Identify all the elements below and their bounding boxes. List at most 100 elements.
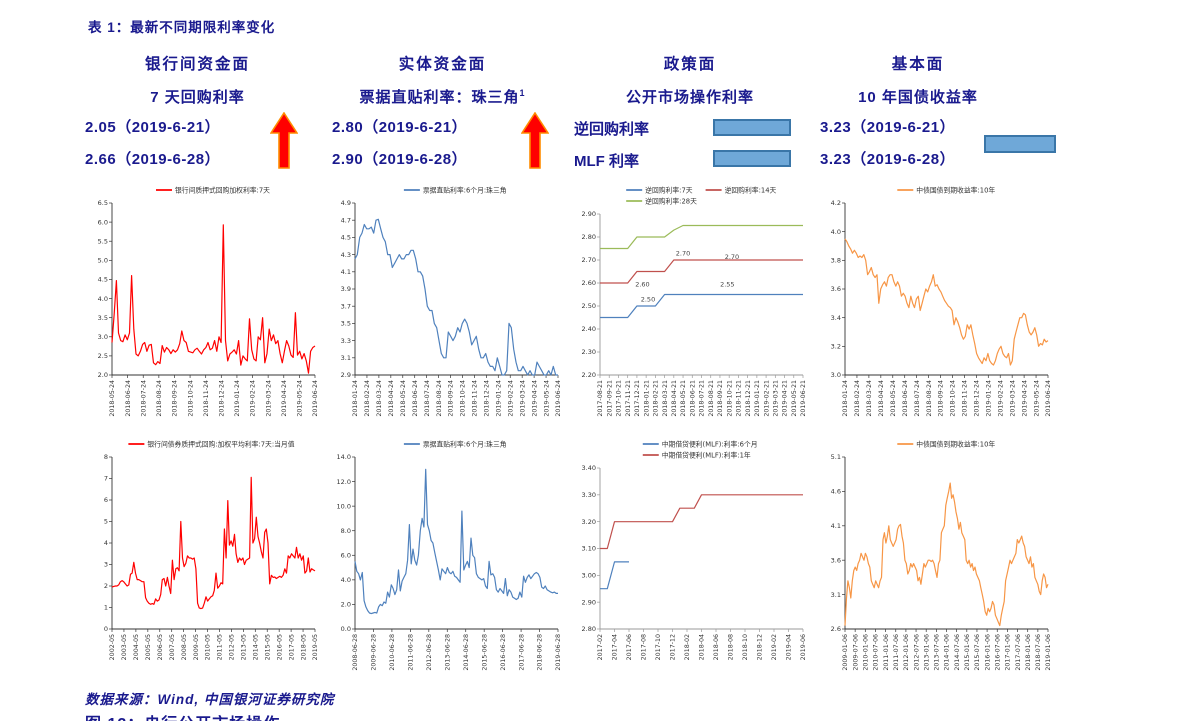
svg-text:2018-12: 2018-12 [757,634,764,660]
svg-text:中债国债到期收益率:10年: 中债国债到期收益率:10年 [916,439,995,448]
svg-text:2018-10-21: 2018-10-21 [726,380,733,417]
svg-text:2.80: 2.80 [582,233,596,241]
svg-text:2008-05: 2008-05 [181,634,188,660]
svg-text:2017-07-06: 2017-07-06 [1015,634,1022,671]
svg-text:2017-09-21: 2017-09-21 [606,380,613,417]
svg-text:2011-07-06: 2011-07-06 [893,634,900,671]
svg-text:2018-10-24: 2018-10-24 [950,380,957,417]
svg-text:2.70: 2.70 [725,253,739,261]
svg-text:2019-04-24: 2019-04-24 [531,380,538,417]
svg-text:2.70: 2.70 [676,249,690,257]
svg-text:2010-06-28: 2010-06-28 [389,634,396,671]
svg-text:2017-11-21: 2017-11-21 [625,380,632,417]
svg-text:2019-03-24: 2019-03-24 [265,380,272,417]
svg-text:2019-01-06: 2019-01-06 [1045,634,1052,671]
svg-text:2018-08-24: 2018-08-24 [436,380,443,417]
chart-mlf-rates: 2.80 2.90 3.00 3.10 3.20 3.30 3.40 2017-02 2017-… [582,439,808,660]
svg-text:2017-10-21: 2017-10-21 [616,380,623,417]
svg-text:2014-07-06: 2014-07-06 [954,634,961,671]
svg-text:2009-07-06: 2009-07-06 [852,634,859,671]
svg-text:3.8: 3.8 [831,257,841,265]
col4-value-row2: 3.23（2019-6-28） [820,151,956,168]
svg-text:2014-01-06: 2014-01-06 [944,634,951,671]
svg-text:2015-06-28: 2015-06-28 [481,634,488,671]
svg-text:2010-05: 2010-05 [205,634,212,660]
svg-text:2.20: 2.20 [582,371,596,379]
chart-interbank-repo-history: 0 1 2 3 4 5 6 7 8 2002-05 2003-05 2004-05 2005-05 200… [104,439,319,660]
svg-text:2017-02: 2017-02 [597,634,604,660]
svg-text:3.6: 3.6 [831,556,841,564]
svg-text:2018-08-24: 2018-08-24 [156,380,163,417]
svg-text:3.0: 3.0 [831,371,841,379]
svg-text:中期借贷便利(MLF):利率:6个月: 中期借贷便利(MLF):利率:6个月 [662,439,758,448]
svg-text:2018-06-28: 2018-06-28 [537,634,544,671]
svg-text:4.0: 4.0 [341,576,351,584]
flat-bar-icon [713,150,791,167]
svg-text:3.00: 3.00 [582,572,596,580]
svg-text:2012-01-06: 2012-01-06 [903,634,910,671]
chart-cgb-10y-recent: 3.0 3.2 3.4 3.6 3.8 4.0 4.2 2018-01-24 2018-02-2… [831,185,1053,417]
svg-text:2019-03-21: 2019-03-21 [773,380,780,417]
svg-text:4.1: 4.1 [831,522,841,530]
svg-text:2018-11-24: 2018-11-24 [962,380,969,417]
svg-text:2.80: 2.80 [582,625,596,633]
svg-text:2017-10: 2017-10 [655,634,662,660]
svg-text:逆回购利率:14天: 逆回购利率:14天 [725,185,777,194]
col4-indicator: 10 年国债收益率 [858,89,978,106]
svg-text:3.0: 3.0 [98,333,108,341]
svg-text:8.0: 8.0 [341,527,351,535]
svg-text:2018-12-24: 2018-12-24 [974,380,981,417]
svg-text:2019-06-21: 2019-06-21 [800,380,807,417]
svg-text:12.0: 12.0 [337,478,351,486]
svg-text:2018-09-21: 2018-09-21 [717,380,724,417]
svg-text:2019-01-24: 2019-01-24 [495,380,502,417]
svg-text:0: 0 [104,625,108,633]
svg-text:2018-04: 2018-04 [699,634,706,660]
svg-text:4.3: 4.3 [341,251,351,259]
svg-text:3.40: 3.40 [582,464,596,472]
svg-text:2012-06-28: 2012-06-28 [426,634,433,671]
svg-text:2018-07-24: 2018-07-24 [424,380,431,417]
svg-text:3.9: 3.9 [341,285,351,293]
svg-text:2006-05: 2006-05 [157,634,164,660]
svg-text:3.30: 3.30 [582,491,596,499]
svg-text:2018-02-21: 2018-02-21 [653,380,660,417]
svg-text:2011-06-28: 2011-06-28 [408,634,415,671]
chart-cgb-10y-history: 2.6 3.1 3.6 4.1 4.6 5.1 2009-01-06 2009-07-06 20… [831,439,1053,671]
svg-text:2.0: 2.0 [341,601,351,609]
svg-text:3.1: 3.1 [341,354,351,362]
svg-text:10.0: 10.0 [337,502,351,510]
svg-text:2018-02: 2018-02 [684,634,691,660]
svg-text:逆回购利率:7天: 逆回购利率:7天 [645,185,693,194]
svg-text:票据直贴利率:6个月:珠三角: 票据直贴利率:6个月:珠三角 [423,185,507,194]
svg-text:6.0: 6.0 [341,551,351,559]
svg-text:2.50: 2.50 [582,302,596,310]
svg-text:银行间质押式回购加权利率:7天: 银行间质押式回购加权利率:7天 [175,185,270,194]
svg-text:2018-06-24: 2018-06-24 [902,380,909,417]
svg-text:2.5: 2.5 [98,352,108,360]
svg-text:2013-01-06: 2013-01-06 [923,634,930,671]
svg-text:2.0: 2.0 [98,371,108,379]
svg-text:4.0: 4.0 [831,228,841,236]
chart-reverse-repo-rates: 2.20 2.30 2.40 2.50 2.60 2.70 2.80 2.90 2017-08-… [582,185,808,417]
svg-text:2018-12-24: 2018-12-24 [484,380,491,417]
svg-text:4.1: 4.1 [341,268,351,276]
svg-text:2011-01-06: 2011-01-06 [883,634,890,671]
svg-text:2009-05: 2009-05 [193,634,200,660]
chart-interbank-repo-7d: 2.0 2.5 3.0 3.5 4.0 4.5 5.0 5.5 6.0 6.5 2018-05-24… [98,185,320,417]
svg-text:2016-01-06: 2016-01-06 [984,634,991,671]
svg-text:2002-05: 2002-05 [109,634,116,660]
svg-text:3.7: 3.7 [341,302,351,310]
chart-bill-discount-rate-recent: 2.9 3.1 3.3 3.5 3.7 3.9 4.1 4.3 4.5 4.7 4.9 2018-01… [341,185,563,417]
svg-text:2018-07-24: 2018-07-24 [914,380,921,417]
svg-text:2017-06: 2017-06 [626,634,633,660]
svg-text:2018-10-24: 2018-10-24 [460,380,467,417]
svg-text:2014-05: 2014-05 [252,634,259,660]
svg-text:3.3: 3.3 [341,337,351,345]
svg-text:2019-01-24: 2019-01-24 [234,380,241,417]
svg-text:2018-02-24: 2018-02-24 [854,380,861,417]
svg-text:2018-03-24: 2018-03-24 [376,380,383,417]
svg-text:2019-05-21: 2019-05-21 [791,380,798,417]
svg-text:2.60: 2.60 [582,279,596,287]
svg-text:2019-06-24: 2019-06-24 [555,380,562,417]
